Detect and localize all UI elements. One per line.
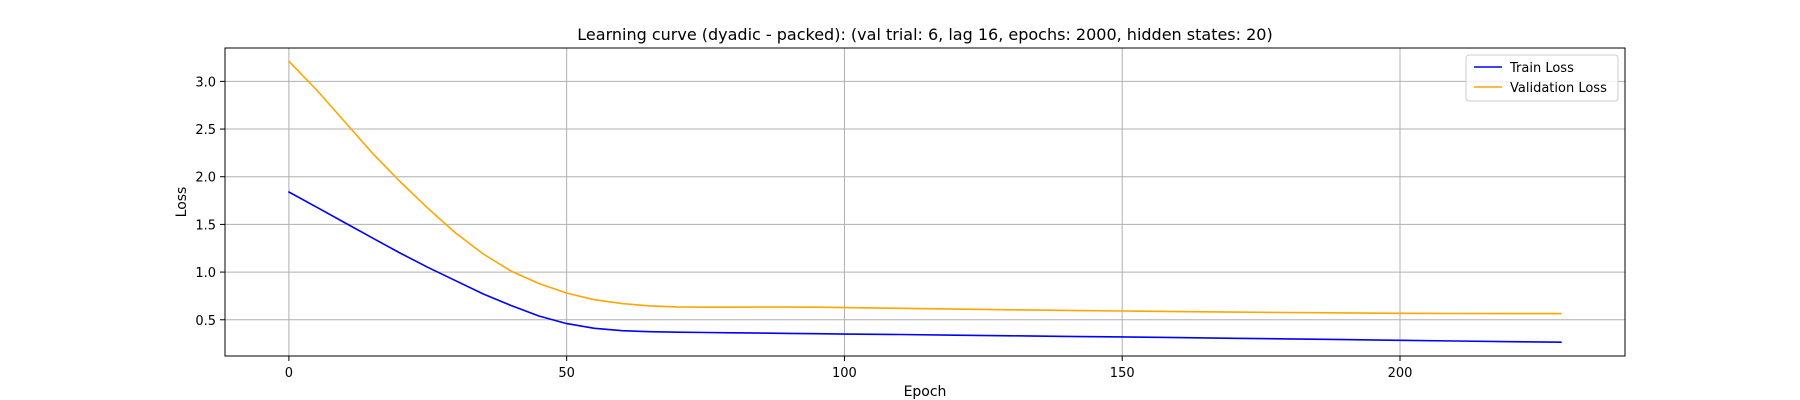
- y-tick-label: 3.0: [195, 75, 216, 90]
- x-tick-label: 0: [285, 366, 293, 381]
- x-tick-label: 50: [558, 366, 575, 381]
- legend-box: [1465, 54, 1619, 102]
- x-tick-label: 200: [1388, 366, 1413, 381]
- series-line-validation-loss: [288, 60, 1562, 315]
- plot-frame: [224, 47, 1626, 357]
- chart-title: Learning curve (dyadic - packed): (val t…: [577, 25, 1272, 44]
- legend-label-train-loss: Train Loss: [1509, 61, 1574, 76]
- x-axis-ticks: 0 50 100 150 200: [285, 356, 1413, 381]
- legend-label-validation-loss: Validation Loss: [1510, 81, 1607, 96]
- legend: Train Loss Validation Loss: [1465, 54, 1619, 102]
- x-tick-label: 150: [1110, 366, 1135, 381]
- x-axis-label: Epoch: [904, 384, 947, 400]
- y-tick-label: 1.0: [195, 266, 216, 281]
- y-tick-label: 2.5: [195, 123, 216, 138]
- y-axis-label: Loss: [174, 187, 190, 218]
- y-tick-label: 2.0: [195, 171, 216, 186]
- grid: [225, 48, 1625, 356]
- series-lines: [288, 60, 1562, 343]
- y-axis-ticks: 0.5 1.0 1.5 2.0 2.5 3.0: [195, 75, 225, 329]
- y-tick-label: 0.5: [195, 314, 216, 329]
- x-tick-label: 100: [832, 366, 857, 381]
- series-line-train-loss: [288, 191, 1562, 343]
- y-tick-label: 1.5: [195, 218, 216, 233]
